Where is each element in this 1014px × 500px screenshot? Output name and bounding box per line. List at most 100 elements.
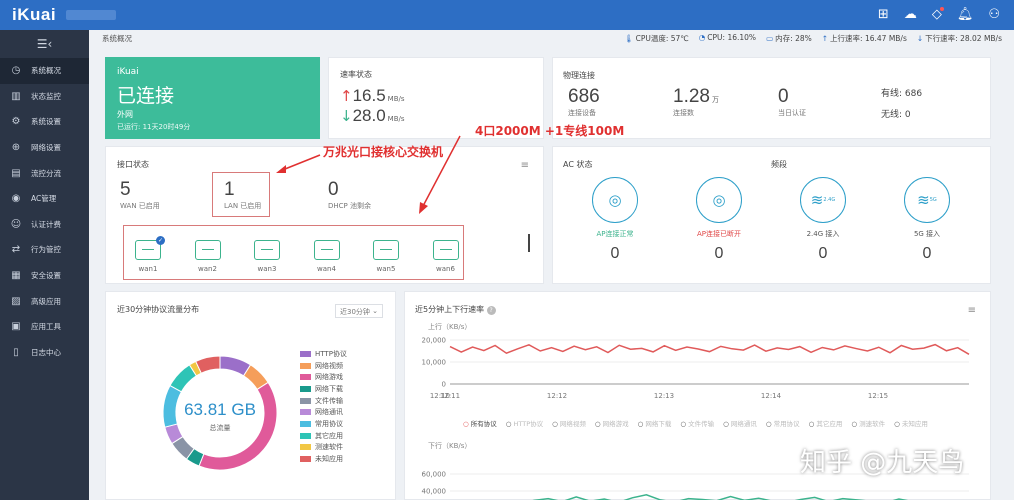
rate-up-value: 16.5 [352,86,386,105]
connections-stat: 1.28 万 连接数 [673,86,719,118]
band-badge: 5G [929,197,937,203]
annotation-ports: 4口2000M +1专线100M [475,124,625,138]
legend-dot: ○ [723,420,729,428]
x-tick-label: 12:11 [440,392,460,400]
arrow-up-icon: ↑ [821,34,829,43]
bell-icon[interactable]: 🔔︎ [956,7,974,22]
x-tick-label: 12:12 [547,392,567,400]
user-icon[interactable]: ⚇ [988,7,1000,22]
legend-item[interactable]: 网络通讯 [300,406,347,418]
speed-legend-item[interactable]: ○ 未知应用 [894,418,928,428]
top-icons: ⊞ ☁ ◇ 🔔︎ ⚇ [877,7,1000,22]
legend-dot: ○ [637,420,644,428]
donut-slice[interactable] [195,355,221,374]
cloud-icon[interactable]: ☁ [903,7,917,22]
ac-item-value: 0 [610,245,620,262]
grid-icon[interactable]: ⊞ [877,7,889,22]
sidebar-item-7[interactable]: ⇄ 行为管控 [0,237,89,263]
arrow-up-icon: ↑ [340,87,353,105]
legend-item[interactable]: 文件传输 [300,395,347,407]
device-name-blurred [66,10,117,20]
legend-item[interactable]: 未知应用 [300,453,347,465]
sidebar-item-label: 安全设置 [31,271,61,281]
legend-item[interactable]: 网络游戏 [300,371,347,383]
y-tick-label: 0 [442,381,446,389]
speed-legend-label: 网络游戏 [602,420,629,428]
sidebar-item-2[interactable]: ⚙ 系统设置 [0,109,89,135]
sidebar-item-5[interactable]: ◉ AC管理 [0,186,89,212]
legend-item[interactable]: 常用协议 [300,418,347,430]
legend-item[interactable]: 网络视频 [300,360,347,372]
ac-item-label: 5G 接入 [913,230,941,238]
legend-item[interactable]: 网络下载 [300,383,347,395]
sidebar-item-label: 认证计费 [31,219,61,229]
collapse-menu-icon[interactable]: ☰‹ [36,37,53,51]
time-range-select[interactable]: 近30分钟 ⌄ [335,304,383,318]
port-label: wan2 [198,265,217,273]
port-wan5[interactable]: wan5 [361,240,411,273]
sidebar-item-10[interactable]: ▣ 应用工具 [0,314,89,340]
sidebar-item-9[interactable]: ▨ 高级应用 [0,288,89,314]
donut-total-label: 总流量 [209,424,231,432]
chart-menu-icon[interactable]: ≡ [967,305,976,316]
speed-legend-item[interactable]: ○ HTTP协议 [506,418,543,428]
port-wan6[interactable]: wan6 [421,240,471,273]
sidebar-item-8[interactable]: ▦ 安全设置 [0,263,89,289]
speed-legend-item[interactable]: ○ 其它应用 [809,418,843,428]
rate-up-unit: MB/s [387,95,405,103]
speed-legend-item[interactable]: ○ 常用协议 [766,418,800,428]
legend-label: 测速软件 [315,443,343,452]
ikuai-logo: iKuai [12,5,57,24]
ac-status-card: AC 状态 频段 ◎ AP连接正常 0 ◎ AP连接已断开 0 ≋ 2.4G 2.4G 接入 0 ≋… [552,146,991,284]
speed-legend: ○ 所有协议 ○ HTTP协议 ○ 网络视频 ○ 网络游戏 ○ 网络下载 ○ 文件传输 ○ … [463,418,928,428]
lan-value: 1 [224,179,235,200]
scroll-handle[interactable] [528,234,530,252]
port-wan2[interactable]: wan2 [183,240,233,273]
speed-legend-item[interactable]: ○ 所有协议 [463,418,497,428]
lan-stat: 1 LAN 已启用 [212,172,270,217]
sidebar-item-6[interactable]: ☺ 认证计费 [0,212,89,238]
legend-swatch [300,385,311,392]
port-wan3[interactable]: wan3 [242,240,292,273]
speed-legend-item[interactable]: ○ 网络游戏 [595,418,629,428]
speed-legend-item[interactable]: ○ 测速软件 [851,418,885,428]
legend-label: 网络通讯 [315,408,343,417]
legend-item[interactable]: 测速软件 [300,442,347,454]
sidebar-item-label: 网络设置 [31,143,61,153]
sidebar-item-label: 系统概况 [31,66,61,76]
protocol-donut-chart [162,355,278,471]
sidebar-item-11[interactable]: ▯ 日志中心 [0,340,89,366]
menu-icon[interactable]: ≡ [520,160,529,171]
port-wan1[interactable]: ✓ wan1 [123,236,173,273]
speed-legend-item[interactable]: ○ 网络视频 [552,418,586,428]
sidebar-item-label: 应用工具 [31,322,61,332]
interface-status-card: 接口状态 ≡ 5 WAN 已启用 1 LAN 已启用 0 DHCP 池剩余 ✓ w… [105,146,544,284]
speed-legend-label: 未知应用 [901,420,928,428]
legend-dot: ○ [463,420,469,428]
ac-item-2: ≋ 2.4G 2.4G 接入 0 [783,177,863,263]
ports-highlight-box [123,225,464,280]
ac-item-label: AP连接正常 [596,230,634,238]
tag-icon[interactable]: ◇ [931,7,944,22]
sidebar-item-3[interactable]: ⊕ 网络设置 [0,135,89,161]
sidebar-item-0[interactable]: ◷ 系统概况 [0,58,89,84]
legend-dot: ○ [894,420,900,428]
wifi-icon: ≋ 2.4G [800,177,846,223]
legend-item[interactable]: HTTP协议 [300,348,347,360]
protocol-distribution-card: 近30分钟协议流量分布 [105,291,396,500]
status-bar: 🌡︎ CPU温度: 57℃ ◔ CPU: 16.10% ▭ 内存: 28% ↑ 上行速率… [624,33,1002,44]
speed-legend-item[interactable]: ○ 文件传输 [680,418,714,428]
speed-legend-item[interactable]: ○ 网络通讯 [723,418,757,428]
sidebar-item-1[interactable]: ▥ 状态监控 [0,84,89,110]
legend-item[interactable]: 其它应用 [300,430,347,442]
port-label: wan6 [436,265,455,273]
devices-label: 连接设备 [568,109,596,117]
port-wan4[interactable]: wan4 [302,240,352,273]
sidebar-item-4[interactable]: ▤ 流控分流 [0,160,89,186]
lan-label: LAN 已启用 [224,202,262,210]
connection-card: iKuai 已连接 外网 已运行: 11天20时49分 [105,57,320,139]
speed-legend-item[interactable]: ○ 网络下载 [638,418,672,428]
flow-icon: ▤ [11,167,21,179]
help-icon[interactable]: ? [486,306,496,315]
